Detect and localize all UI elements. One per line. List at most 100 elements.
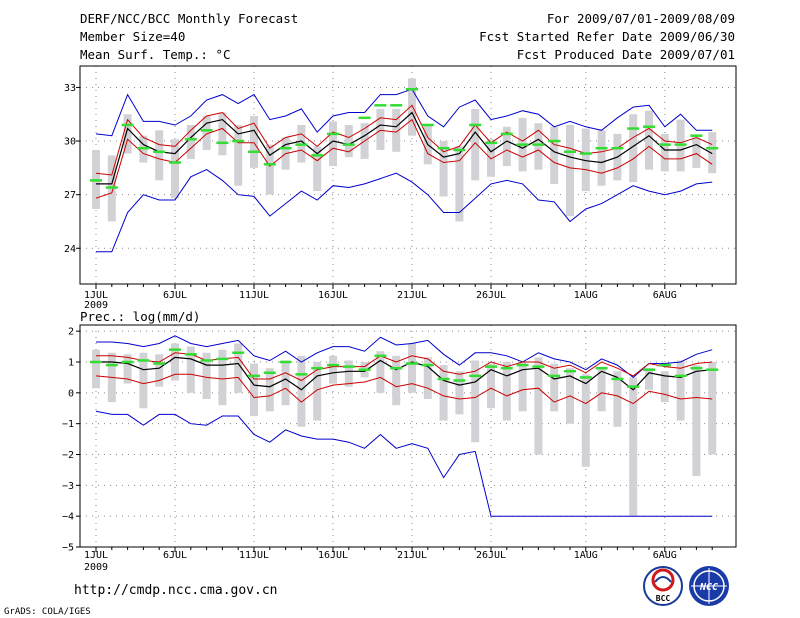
x-tick-label: 6JUL [163, 290, 187, 301]
ensemble-spread-box [186, 346, 195, 393]
precip-panel-title: Prec.: log(mm/d) [80, 309, 200, 324]
ensemble-spread-box [376, 108, 385, 150]
ensemble-spread-box [455, 146, 464, 222]
ensemble-spread-box [708, 362, 717, 455]
ensemble-spread-box [597, 130, 606, 186]
ensemble-min-line [96, 169, 713, 253]
ensemble-spread-box [534, 357, 543, 455]
x-year-label: 2009 [84, 300, 108, 311]
ensemble-spread-box [471, 360, 480, 443]
ensemble-spread-box [344, 124, 353, 158]
x-tick-label: 6JUL [163, 550, 187, 561]
ensemble-spread-box [455, 371, 464, 415]
x-tick-label: 16JUL [318, 550, 348, 561]
y-tick-label: −3 [62, 481, 74, 492]
ensemble-spread-box [202, 352, 211, 399]
ensemble-spread-box [613, 371, 622, 427]
ensemble-spread-box [581, 374, 590, 467]
ensemble-spread-box [297, 355, 306, 427]
x-tick-label: 26JUL [476, 290, 506, 301]
y-tick-label: 30 [64, 137, 76, 148]
upper-quantile-line [95, 104, 713, 176]
ensemble-spread-box [250, 116, 258, 168]
ensemble-spread-box [218, 349, 227, 406]
header-member-size: Member Size=40 [80, 29, 185, 44]
y-tick-label: 27 [64, 190, 76, 201]
header-produced-date: Fcst Produced Date 2009/07/01 [517, 47, 735, 62]
ensemble-spread-box [676, 360, 685, 421]
ensemble-spread-box [471, 108, 480, 181]
ensemble-spread-box [423, 357, 432, 399]
temperature-panel: 24 27 30 33 1JUL 6JUL 11JUL 16JUL 21JUL 26JUL 1AUG… [64, 66, 736, 311]
ensemble-spread-box [439, 365, 448, 421]
ensemble-spread-box [566, 124, 574, 217]
ensemble-spread-box [645, 368, 653, 390]
header-variable: Mean Surf. Temp.: °C [80, 47, 231, 62]
ensemble-spread-box [392, 108, 401, 152]
ensemble-spread-box [155, 354, 164, 387]
x-tick-label: 21JUL [397, 290, 427, 301]
ensemble-spread-box [139, 352, 148, 409]
ensemble-spread-box [660, 133, 669, 172]
precip-plot-frame [79, 324, 737, 548]
x-tick-label: 26JUL [476, 550, 506, 561]
y-tick-label: 24 [64, 244, 76, 255]
ensemble-spread-box [234, 343, 243, 393]
ensemble-spread-box [123, 114, 132, 154]
ensemble-spread-box [660, 371, 669, 403]
x-tick-label: 1AUG [574, 290, 598, 301]
y-tick-label: −1 [62, 419, 74, 430]
ensemble-spread-box [202, 116, 211, 150]
lower-quantile-line [95, 118, 713, 199]
ensemble-spread-box [92, 349, 100, 389]
ensemble-spread-box [692, 365, 701, 477]
ensemble-spread-box [376, 351, 385, 393]
ensemble-max-line [96, 335, 713, 379]
ensemble-min-line [95, 410, 713, 517]
x-tick-label: 1JUL [84, 290, 108, 301]
ensemble-spread-box [550, 126, 559, 184]
y-tick-label: −5 [62, 543, 74, 554]
header-start-date: Fcst Started Refer Date 2009/06/30 [479, 29, 735, 44]
lower-quantile-line [95, 373, 713, 405]
ncc-logo: NCC [689, 566, 729, 606]
ensemble-mean-line [96, 356, 713, 391]
ensemble-spread-box [692, 137, 701, 168]
x-tick-label: 16JUL [318, 290, 348, 301]
ensemble-spread-box [408, 343, 416, 393]
y-tick-label: 2 [68, 327, 74, 338]
footer-url: http://cmdp.ncc.cma.gov.cn [74, 583, 278, 598]
ensemble-spread-box [502, 362, 511, 421]
ncc-logo-text: NCC [699, 582, 718, 593]
ensemble-spread-box [329, 355, 337, 384]
temperature-plot-frame [79, 65, 737, 285]
x-tick-label: 1JUL [84, 550, 108, 561]
ensemble-spread-box [487, 363, 495, 409]
ensemble-spread-box [265, 368, 274, 412]
header-title: DERF/NCC/BCC Monthly Forecast [80, 11, 298, 26]
ensemble-spread-box [313, 362, 322, 421]
ensemble-spread-box [487, 139, 495, 177]
x-tick-label: 21JUL [397, 550, 427, 561]
x-tick-label: 11JUL [239, 290, 269, 301]
ensemble-spread-box [329, 121, 337, 167]
x-tick-label: 11JUL [239, 550, 269, 561]
y-tick-label: 33 [64, 83, 76, 94]
ensemble-spread-box [123, 354, 132, 384]
footer-credit: GrADS: COLA/IGES [4, 607, 91, 617]
ensemble-spread-box [534, 123, 543, 170]
ensemble-mean-line [96, 111, 713, 185]
ensemble-spread-box [171, 343, 179, 381]
bcc-logo: BCC [643, 566, 683, 606]
ensemble-spread-box [439, 141, 448, 197]
bcc-logo-text: BCC [656, 594, 671, 603]
ensemble-spread-box [629, 114, 638, 183]
header-period: For 2009/07/01-2009/08/09 [547, 11, 735, 26]
ensemble-spread-box [392, 355, 401, 406]
ensemble-spread-box [281, 360, 290, 406]
x-tick-label: 6AUG [653, 290, 677, 301]
ensemble-spread-box [550, 363, 559, 412]
upper-quantile-line [96, 352, 713, 382]
